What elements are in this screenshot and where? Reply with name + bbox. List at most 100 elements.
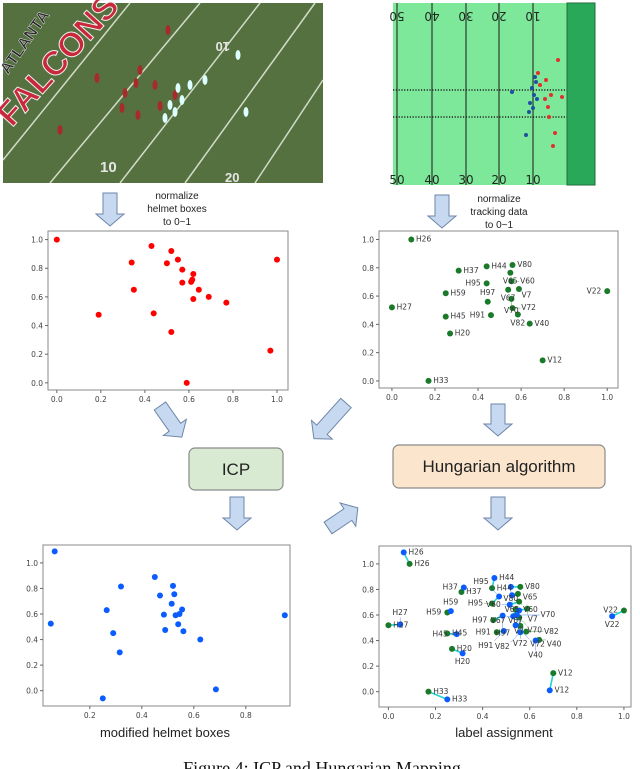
data-point: [505, 286, 512, 293]
helmet-point: [447, 608, 454, 615]
player-white: [167, 100, 173, 110]
tracking-dot-team-b: [528, 101, 532, 105]
y-tick-label: 0.2: [362, 662, 374, 671]
tracking-point-label: H59: [426, 608, 441, 617]
helmet-point-label: V82: [495, 642, 510, 651]
data-point: [150, 310, 157, 317]
helmet-point-label: H26: [408, 548, 423, 557]
x-tick-label: 0.6: [183, 395, 195, 404]
tracking-dot-team-b: [527, 110, 531, 114]
tracking-dot-team-a: [556, 58, 560, 62]
player-red: [152, 80, 158, 90]
data-point-label: H37: [463, 266, 478, 275]
yard-number-top: 30: [458, 9, 473, 23]
x-tick-label: 0.2: [430, 712, 442, 721]
data-point-label: V72: [521, 303, 536, 312]
tracking-point: [458, 589, 465, 595]
broadcast-photo: ATLANTA FALCONS 10 10 20: [0, 0, 324, 185]
data-point-label: H27: [397, 303, 412, 312]
data-point-label: V12: [547, 356, 562, 365]
helmet-point-label: H59: [443, 598, 458, 607]
note-line: normalize: [155, 191, 199, 202]
data-point-label: V7: [522, 290, 532, 299]
hungarian-label: Hungarian algorithm: [422, 457, 575, 476]
chart-helmet-normalized: 0.0 0.2 0.4 0.6 0.8 1.0 0.0 0.2 0.4 0.6 0.8 1.0: [31, 230, 289, 404]
data-point: [487, 312, 494, 319]
helmet-point: [460, 584, 467, 591]
plot-frame: [378, 545, 632, 708]
data-point: [148, 243, 155, 250]
arrow-down-icon: [482, 496, 514, 531]
helmet-point-label: V60: [486, 600, 501, 609]
data-point-label: H97: [480, 288, 495, 297]
note-line: tracking data: [470, 207, 528, 218]
helmet-point: [609, 613, 616, 620]
figure-caption: Figure 4: ICP and Hungarian Mapping: [183, 758, 461, 769]
data-point: [442, 313, 449, 320]
helmet-point-label: H91: [478, 641, 493, 650]
tracking-field-diagram: 50 50 40 40 30 30 20 20 10 10: [389, 2, 596, 187]
tracking-dot-team-b: [535, 97, 539, 101]
label-leader-line: [515, 625, 530, 640]
data-point: [118, 583, 124, 590]
data-point: [163, 260, 170, 267]
helmet-point-label: H45: [433, 629, 448, 638]
x-tick-label: 0.6: [515, 393, 527, 402]
arrow-diagonal-icon: [153, 401, 188, 438]
data-point: [197, 636, 204, 643]
x-tick-label: 0.4: [477, 712, 489, 721]
data-point: [604, 288, 611, 295]
player-red: [94, 73, 100, 83]
helmet-point: [400, 549, 407, 556]
tracking-point-label: V7: [528, 615, 538, 624]
photo-yard-number: 10: [216, 39, 230, 54]
x-tick-label: 0.0: [386, 393, 398, 402]
photo-yard-number: 20: [225, 170, 239, 185]
data-point: [273, 256, 280, 263]
data-point-label: V70: [504, 306, 519, 315]
data-point: [483, 280, 490, 287]
data-point: [168, 248, 175, 255]
y-tick-label: 0.4: [362, 320, 374, 329]
data-point: [151, 573, 158, 580]
chart-modified-helmet-boxes: 0.2 0.4 0.6 0.8 0.0 0.2 0.4 0.6 0.8 1.0: [26, 544, 291, 720]
tracking-point-label: V22: [603, 606, 618, 615]
x-tick-label: 0.8: [240, 711, 252, 720]
tracking-point-label: H97: [472, 615, 487, 624]
y-tick-label: 0.2: [31, 350, 43, 359]
x-tick-label: 1.0: [618, 712, 630, 721]
player-red: [165, 25, 171, 35]
tracking-point-label: V72: [513, 639, 528, 648]
field-surface: [393, 3, 567, 185]
helmet-point-label: H27: [392, 608, 407, 617]
tracking-point: [514, 590, 521, 597]
data-point: [188, 278, 195, 285]
tracking-point-label: V12: [558, 668, 573, 677]
data-point: [507, 269, 514, 276]
yard-number-bottom: 30: [458, 173, 473, 187]
y-tick-label: 0.0: [362, 688, 374, 697]
data-point-label: H95: [465, 278, 480, 287]
data-point: [190, 270, 197, 277]
data-point: [179, 266, 186, 273]
player-red: [172, 90, 178, 100]
yard-number-top: 40: [424, 9, 439, 23]
arrow-down-icon: [426, 194, 458, 229]
data-point: [442, 290, 449, 297]
tracking-dot-team-a: [551, 144, 555, 148]
helmet-point-label: V12: [554, 686, 569, 695]
helmet-point-label: V22: [605, 620, 620, 629]
tracking-point: [449, 645, 456, 652]
tracking-point: [493, 629, 500, 636]
helmet-point-label: V40: [528, 650, 543, 659]
label-leader-line: [489, 586, 500, 597]
tracking-dot-team-b: [510, 90, 514, 94]
data-point: [484, 298, 491, 305]
x-tick-label: 0.4: [472, 393, 484, 402]
data-point-label: V22: [587, 286, 602, 295]
tracking-point-label: V70: [527, 625, 542, 634]
data-point: [116, 649, 123, 656]
tracking-point-label: H33: [433, 687, 448, 696]
